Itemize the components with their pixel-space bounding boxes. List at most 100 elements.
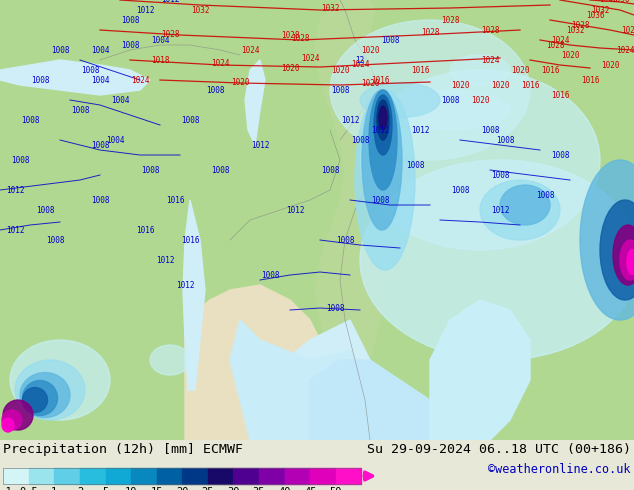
Ellipse shape [150,345,190,375]
Text: 1036: 1036 [611,0,630,4]
Text: 12: 12 [356,55,365,65]
Polygon shape [0,60,150,95]
Text: 1008: 1008 [81,66,100,74]
Text: 1028: 1028 [481,25,499,34]
Text: 1008: 1008 [381,35,399,45]
Bar [157,468,183,484]
Text: 1028: 1028 [161,29,179,39]
Text: 1008: 1008 [331,85,349,95]
Text: 1004: 1004 [91,46,109,54]
Ellipse shape [360,160,634,360]
Text: 1024: 1024 [210,58,230,68]
Ellipse shape [480,180,560,240]
Ellipse shape [355,90,415,270]
Text: 1008: 1008 [496,136,514,145]
Bar [183,468,208,484]
Bar [29,468,55,484]
Bar [310,468,336,484]
Text: 1012: 1012 [176,280,194,290]
Text: 1024: 1024 [131,75,149,84]
Text: 1008: 1008 [371,196,389,204]
Ellipse shape [620,240,634,280]
Text: 1016: 1016 [551,91,569,99]
Text: ©weatheronline.co.uk: ©weatheronline.co.uk [488,463,631,475]
Polygon shape [315,0,415,440]
Text: 1012: 1012 [491,205,509,215]
Text: 1008: 1008 [46,236,64,245]
Text: 1016: 1016 [136,225,154,235]
Text: 1032: 1032 [191,5,209,15]
Text: 1008: 1008 [120,41,139,49]
Text: 1036: 1036 [586,10,604,20]
Text: 1020: 1020 [231,77,249,87]
Ellipse shape [390,90,510,130]
Text: 1032: 1032 [321,3,339,13]
Text: 1020: 1020 [471,96,489,104]
Bar [131,468,157,484]
Ellipse shape [500,185,550,225]
Ellipse shape [15,360,85,420]
Text: 1012: 1012 [411,125,429,135]
Ellipse shape [379,106,387,130]
Text: 1016: 1016 [411,66,429,74]
Text: 1020: 1020 [331,66,349,74]
Text: Precipitation (12h) [mm] ECMWF: Precipitation (12h) [mm] ECMWF [3,442,243,456]
Text: 1008: 1008 [481,125,499,135]
Text: 1028: 1028 [291,33,309,43]
Text: 1008: 1008 [351,136,369,145]
Text: 1008: 1008 [406,161,424,170]
Text: 40: 40 [278,487,291,490]
Text: 1012: 1012 [156,255,174,265]
Ellipse shape [374,95,392,155]
Text: 1028: 1028 [281,30,299,40]
Text: 1016: 1016 [541,66,559,74]
Ellipse shape [22,388,48,413]
Text: 1008: 1008 [141,166,159,174]
Polygon shape [430,300,530,440]
Text: 25: 25 [202,487,214,490]
Ellipse shape [2,410,22,430]
Polygon shape [230,320,370,440]
Ellipse shape [450,55,510,85]
Text: 1016: 1016 [521,80,540,90]
Text: 1018: 1018 [151,55,169,65]
Text: 1012: 1012 [340,116,359,124]
Ellipse shape [369,90,397,190]
Text: 1008: 1008 [91,196,109,204]
Text: 1008: 1008 [31,75,49,84]
Ellipse shape [3,400,33,430]
Text: 1028: 1028 [546,41,564,49]
Ellipse shape [2,418,14,432]
Bar [3,468,361,484]
Text: 20: 20 [176,487,188,490]
Text: 1012: 1012 [251,141,269,149]
Bar [259,468,285,484]
Ellipse shape [22,381,58,416]
Polygon shape [185,285,320,440]
Ellipse shape [10,340,110,420]
Text: 1016: 1016 [371,75,389,84]
Text: 1008: 1008 [206,85,224,95]
Text: 1008: 1008 [36,205,55,215]
Text: 15: 15 [150,487,163,490]
Bar [80,468,105,484]
Text: 10: 10 [125,487,138,490]
Text: 1020: 1020 [361,46,379,54]
Text: 1012: 1012 [161,0,179,4]
Text: 50: 50 [330,487,342,490]
Text: 1008: 1008 [336,236,354,245]
Text: 1008: 1008 [261,270,279,279]
Bar [285,468,310,484]
Bar [233,468,259,484]
Text: 1004: 1004 [151,35,169,45]
Text: 1028: 1028 [441,16,459,24]
Text: 1024: 1024 [616,46,634,54]
Bar [3,468,29,484]
Text: 1024: 1024 [481,55,499,65]
Text: 1016: 1016 [181,236,199,245]
Text: 1032: 1032 [591,5,609,15]
Text: 1020: 1020 [601,60,619,70]
Text: 1008: 1008 [491,171,509,179]
Ellipse shape [377,100,389,140]
Text: 1004: 1004 [111,96,129,104]
